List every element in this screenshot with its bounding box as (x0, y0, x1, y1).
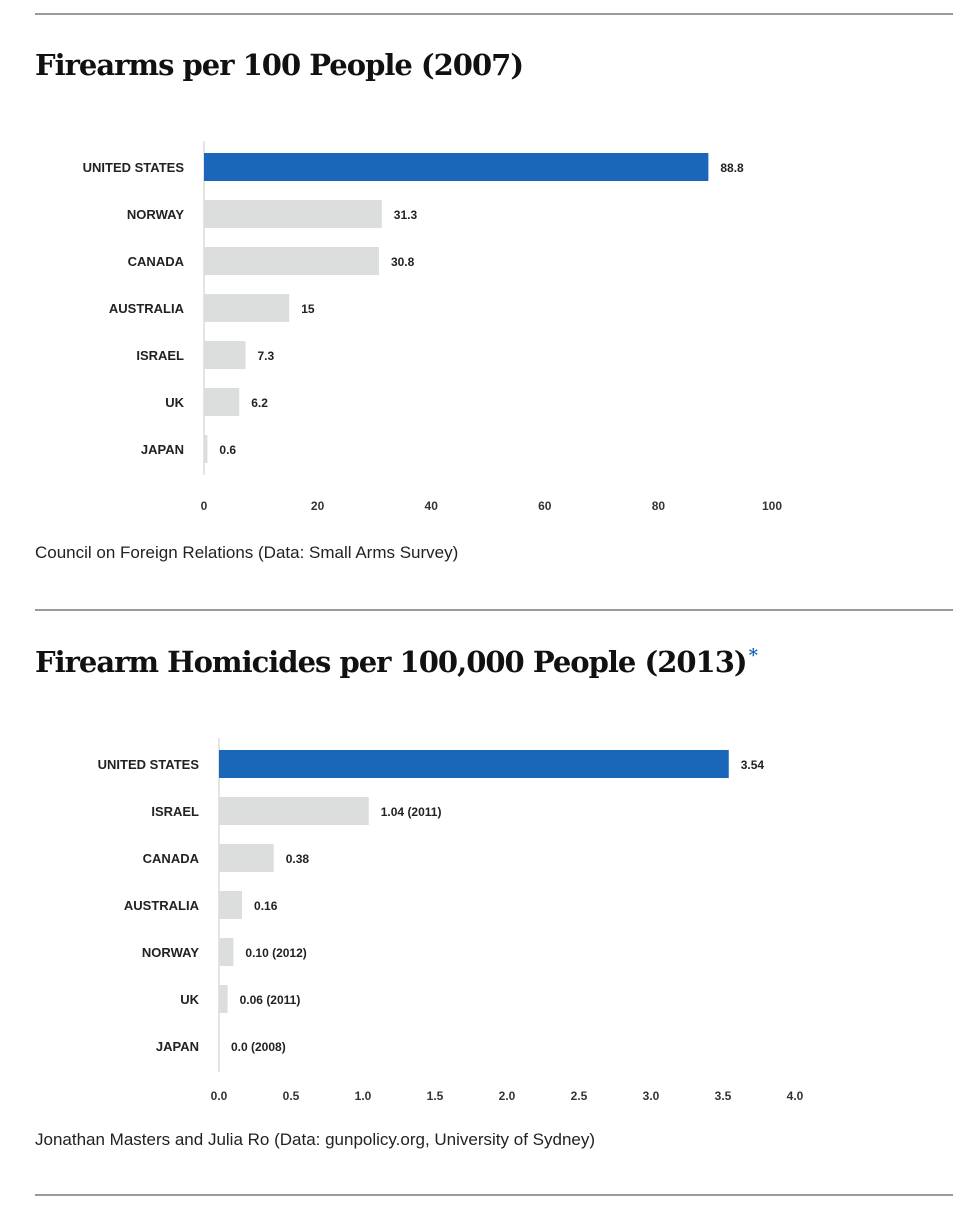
chart-1-value-label: 88.8 (720, 161, 744, 175)
chart-2-category-label: AUSTRALIA (124, 898, 200, 913)
chart-2-value-label: 3.54 (741, 758, 765, 772)
chart-1-value-label: 30.8 (391, 255, 415, 269)
bottom-divider (35, 1194, 953, 1196)
chart-2-x-tick-label: 1.5 (427, 1089, 444, 1103)
chart-2-value-label: 0.16 (254, 899, 278, 913)
top-divider (35, 13, 953, 15)
chart-1-bar (204, 388, 240, 416)
chart-1-x-tick-label: 40 (425, 499, 439, 513)
chart-2-category-label: CANADA (143, 851, 200, 866)
chart-2-value-label: 0.10 (2012) (245, 946, 306, 960)
chart-1-source: Council on Foreign Relations (Data: Smal… (35, 543, 459, 562)
chart-2-category-label: UK (180, 992, 199, 1007)
chart-2-x-tick-label: 2.0 (499, 1089, 516, 1103)
chart-1-x-tick-label: 0 (201, 499, 208, 513)
chart-1-value-label: 7.3 (257, 349, 274, 363)
chart-2-category-label: JAPAN (156, 1039, 199, 1054)
chart-2-bar (219, 844, 274, 872)
chart-2-x-tick-label: 1.0 (355, 1089, 372, 1103)
chart-2-x-tick-label: 3.0 (643, 1089, 660, 1103)
chart-1-value-label: 6.2 (251, 396, 268, 410)
chart-2-bar (219, 938, 234, 966)
chart-1-bar (204, 153, 709, 181)
footnote-marker[interactable]: * (748, 645, 758, 667)
chart-2-category-label: NORWAY (142, 945, 199, 960)
chart-2-x-tick-label: 4.0 (787, 1089, 804, 1103)
chart-2-value-label: 1.04 (2011) (381, 805, 442, 819)
chart-1-category-label: NORWAY (127, 207, 184, 222)
chart-2-source: Jonathan Masters and Julia Ro (Data: gun… (35, 1130, 596, 1149)
chart-1-x-tick-label: 80 (652, 499, 666, 513)
chart-1-bar (204, 200, 382, 228)
chart-1-category-label: UK (165, 395, 184, 410)
chart-2-bar (219, 891, 243, 919)
chart-2-value-label: 0.0 (2008) (231, 1040, 286, 1054)
chart-2-bar (219, 750, 729, 778)
chart-1-category-label: ISRAEL (136, 348, 184, 363)
chart-1-bar (204, 341, 246, 369)
chart-2-value-label: 0.06 (2011) (240, 993, 301, 1007)
chart-2-bar (219, 985, 228, 1013)
chart-1-bar (204, 435, 208, 463)
chart-2-x-tick-label: 3.5 (715, 1089, 732, 1103)
chart-1-bar (204, 294, 290, 322)
chart-2-x-tick-label: 0.0 (211, 1089, 228, 1103)
chart-1-x-tick-label: 60 (538, 499, 552, 513)
chart-2-value-label: 0.38 (286, 852, 310, 866)
middle-divider (35, 609, 953, 611)
chart-1-category-label: JAPAN (141, 442, 184, 457)
chart-1-category-label: AUSTRALIA (109, 301, 185, 316)
chart-2-category-label: ISRAEL (151, 804, 199, 819)
chart-1-x-tick-label: 100 (762, 499, 782, 513)
chart-1-category-label: CANADA (128, 254, 185, 269)
chart-1-value-label: 31.3 (394, 208, 418, 222)
chart-1-value-label: 0.6 (219, 443, 236, 457)
chart-2-bar (219, 797, 369, 825)
chart-2-title: Firearm Homicides per 100,000 People (20… (35, 645, 758, 679)
chart-1-x-tick-label: 20 (311, 499, 325, 513)
chart-1-title: Firearms per 100 People (2007) (35, 48, 524, 82)
chart-1-value-label: 15 (301, 302, 315, 316)
chart-1-firearms-per-100: UNITED STATES 88.8 NORWAY 31.3 CANADA 30.8 AUS… (83, 141, 782, 513)
chart-2-x-tick-label: 0.5 (283, 1089, 300, 1103)
chart-1-bar (204, 247, 379, 275)
chart-2-x-tick-label: 2.5 (571, 1089, 588, 1103)
chart-2-title-text: Firearm Homicides per 100,000 People (20… (35, 645, 748, 679)
chart-1-category-label: UNITED STATES (83, 160, 185, 175)
chart-2-firearm-homicides: UNITED STATES 3.54 ISRAEL 1.04 (2011) CANADA… (98, 738, 804, 1103)
chart-2-category-label: UNITED STATES (98, 757, 200, 772)
